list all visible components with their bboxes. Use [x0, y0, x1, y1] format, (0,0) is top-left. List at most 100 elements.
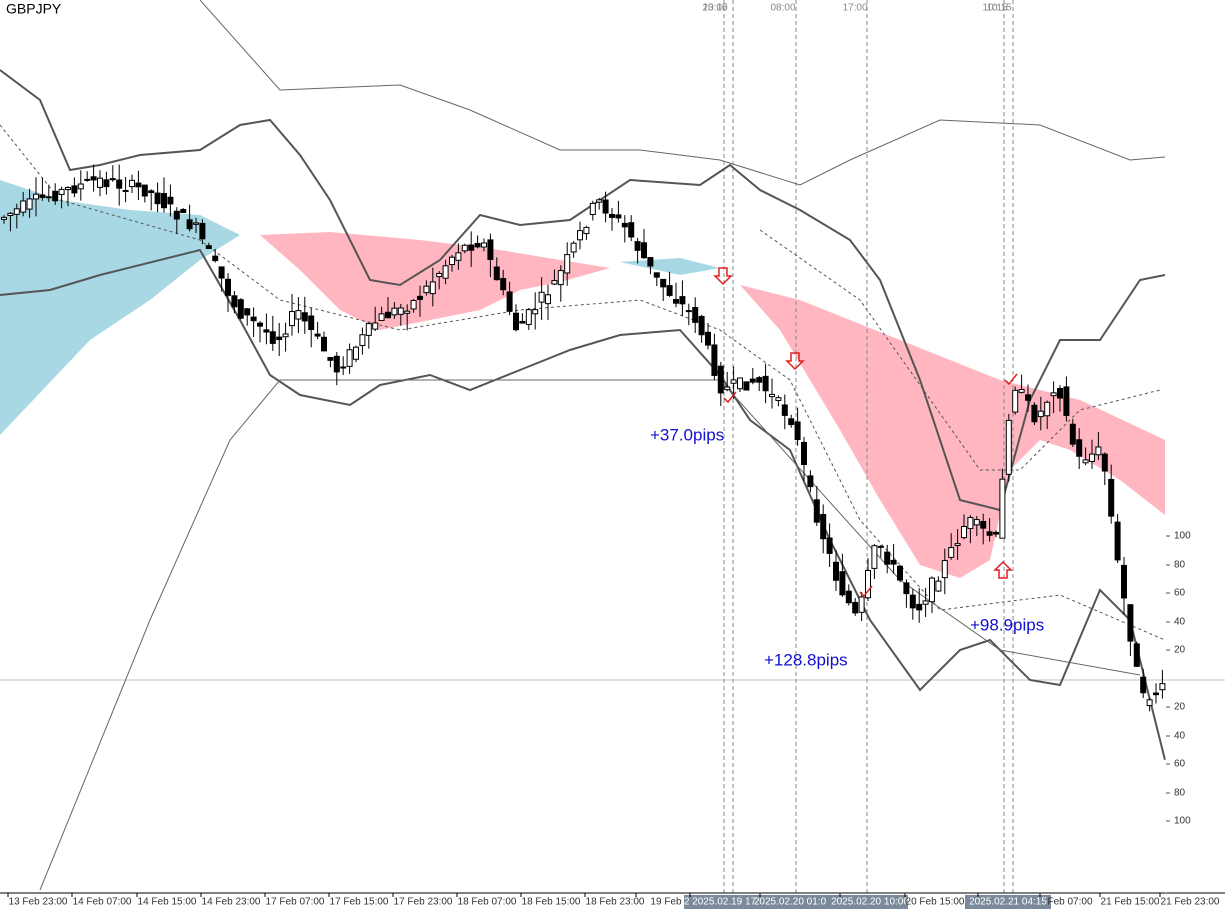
candle-body: [193, 222, 199, 225]
candle-body: [397, 307, 404, 315]
candle-body: [116, 179, 123, 189]
candle-body: [487, 239, 494, 261]
candle-body: [212, 255, 219, 262]
x-axis-label: 21 Feb 23:00: [1161, 897, 1220, 908]
candle-body: [609, 213, 615, 218]
candle-body: [180, 209, 187, 213]
symbol: GBPJPY: [6, 1, 62, 17]
candle-body: [564, 254, 571, 274]
candle-body: [698, 315, 705, 336]
candle-body: [449, 256, 455, 266]
candle-body: [532, 309, 539, 315]
candle-body: [506, 291, 513, 312]
scale-label: 80: [1174, 560, 1186, 571]
candle-body: [1127, 604, 1134, 642]
candle-body: [551, 280, 558, 285]
candle-body: [685, 310, 692, 313]
x-axis-label: 21 Feb 15:00: [1101, 897, 1160, 908]
candle-body: [583, 226, 590, 235]
candle-body: [1133, 643, 1140, 667]
candle-body: [628, 222, 635, 238]
pips-annotation: +128.8pips: [764, 650, 848, 669]
candle-body: [711, 344, 718, 376]
candle-body: [500, 278, 507, 291]
candle-body: [1095, 446, 1102, 456]
x-axis-label: 19 Feb: [650, 897, 682, 908]
bands: [0, 0, 1166, 891]
candle-body: [781, 404, 788, 416]
candle-body: [756, 377, 763, 383]
candle-body: [269, 331, 276, 344]
candle-body: [717, 365, 724, 394]
candle-body: [359, 334, 366, 347]
x-axis-label: 2 2025.02.19 17: [684, 897, 757, 908]
candle-body: [135, 182, 142, 188]
candle-body: [1082, 459, 1089, 464]
candle-body: [173, 210, 180, 220]
candle-body: [577, 230, 583, 241]
candle-body: [333, 355, 340, 373]
x-axis-label: 2025.02.20 10:00: [831, 897, 909, 908]
candle-body: [493, 266, 500, 281]
candle-body: [1069, 423, 1076, 445]
candle-body: [877, 545, 884, 548]
candle-body: [1076, 439, 1083, 457]
x-axis-label: 17 Feb 07:00: [266, 897, 325, 908]
candle-body: [84, 178, 91, 181]
candle-body: [455, 252, 462, 261]
candle-body: [922, 600, 929, 605]
candle-body: [1101, 453, 1108, 472]
candle-body: [589, 202, 596, 216]
candle-body: [225, 278, 231, 296]
candle-body: [321, 336, 327, 352]
candle-body: [557, 270, 564, 286]
candle-body: [410, 299, 417, 310]
time-marker-label: 10:15: [982, 3, 1007, 14]
candle-body: [769, 393, 775, 398]
candle-body: [916, 603, 923, 611]
candle-body: [826, 537, 833, 554]
candle-body: [109, 178, 116, 181]
candle-body: [903, 582, 910, 595]
candle-body: [7, 212, 14, 217]
candle-body: [148, 190, 155, 194]
candle-body: [250, 316, 257, 322]
candle-body: [1050, 392, 1057, 397]
x-axis-label: 18 Feb 15:00: [522, 897, 581, 908]
candle-body: [788, 418, 795, 426]
candle-body: [1159, 683, 1166, 691]
candle-body: [692, 307, 699, 323]
candle-body: [538, 291, 545, 303]
candle-body: [314, 333, 321, 337]
candle-body: [154, 192, 161, 205]
x-axis-label: Feb 07:00: [1047, 897, 1092, 908]
candle-body: [525, 309, 532, 325]
candle-body: [615, 214, 622, 219]
candle-body: [161, 193, 167, 209]
candle-body: [545, 294, 551, 305]
candle-body: [353, 346, 359, 360]
candle-body: [33, 193, 39, 200]
candle-body: [980, 520, 987, 529]
candle-body: [634, 241, 641, 251]
candle-body: [1140, 676, 1147, 694]
candle-body: [743, 381, 750, 391]
scale-label: 60: [1174, 759, 1186, 770]
candle-body: [231, 295, 238, 308]
candle-body: [417, 295, 423, 300]
candle-body: [961, 525, 967, 539]
candle-body: [865, 569, 871, 599]
candle-body: [71, 185, 78, 194]
candle-body: [967, 517, 974, 529]
candle-body: [621, 222, 628, 228]
signal-arrows: [713, 267, 1018, 598]
candle-body: [1012, 389, 1019, 413]
candle-body: [391, 307, 398, 316]
candle-body: [308, 315, 315, 330]
candle-body: [845, 590, 852, 604]
x-axis-label: 20 Feb 15:00: [906, 897, 965, 908]
candle-body: [122, 189, 129, 192]
scale-label: 20: [1174, 645, 1186, 656]
candle-body: [276, 336, 283, 341]
